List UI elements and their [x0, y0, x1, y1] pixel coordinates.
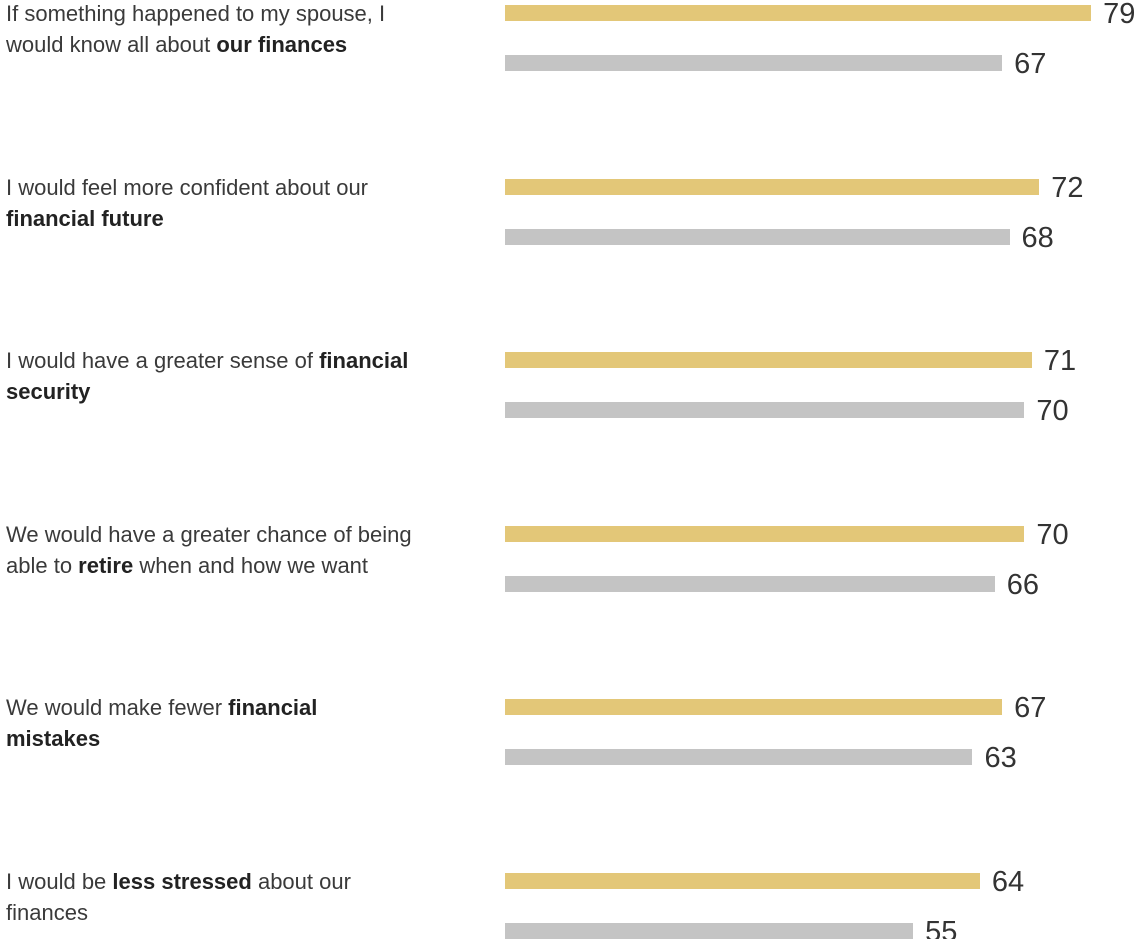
bar: [505, 872, 980, 889]
value-label: 71: [1043, 345, 1077, 377]
value-label: 70: [1036, 395, 1069, 427]
value-label: 70: [1036, 518, 1069, 551]
label-segment: our finances: [216, 32, 348, 57]
value-label: 68: [1021, 221, 1054, 254]
bar: [505, 352, 1032, 368]
bar: [505, 178, 1040, 195]
category-label: I would feel more confident about our fi…: [6, 172, 416, 234]
value-label: 79: [1103, 0, 1136, 30]
bar: [505, 575, 995, 592]
label-segment: when and how we want: [133, 552, 369, 578]
bar: [505, 922, 914, 939]
label-segment: financial mistakes: [6, 695, 318, 751]
bar: [505, 699, 1003, 715]
value-label: 66: [1006, 568, 1039, 601]
bar: [505, 55, 1003, 71]
label-segment: We would have a greater chance of being …: [6, 521, 412, 578]
label-segment: about our finances: [6, 868, 351, 925]
label-segment: I would have a greater sense of: [6, 348, 320, 373]
label-segment: less stressed: [112, 868, 252, 894]
category-label: If something happened to my spouse, I wo…: [6, 0, 416, 60]
value-label: 63: [984, 742, 1017, 774]
category-label: I would have a greater sense of financia…: [6, 345, 416, 407]
label-segment: financial security: [6, 348, 409, 404]
value-label: 72: [1051, 171, 1084, 204]
bar: [505, 402, 1025, 418]
value-label: 64: [991, 865, 1025, 898]
value-label: 67: [1014, 692, 1047, 724]
label-segment: financial future: [6, 205, 164, 231]
category-label: We would make fewer financial mistakes: [6, 692, 416, 754]
label-segment: If something happened to my spouse, I wo…: [6, 1, 386, 57]
label-segment: We would make fewer: [6, 695, 229, 720]
bar: [505, 525, 1025, 542]
label-segment: I would be: [6, 868, 113, 894]
bar: [505, 228, 1010, 245]
category-label: We would have a greater chance of being …: [6, 519, 416, 581]
bar: [505, 749, 973, 765]
value-label: 67: [1014, 48, 1047, 80]
category-label: I would be less stressed about our finan…: [6, 866, 416, 928]
bar: [505, 5, 1092, 21]
label-segment: I would feel more confident about our: [6, 174, 369, 200]
label-segment: retire: [78, 552, 134, 578]
value-label: 55: [925, 915, 958, 939]
